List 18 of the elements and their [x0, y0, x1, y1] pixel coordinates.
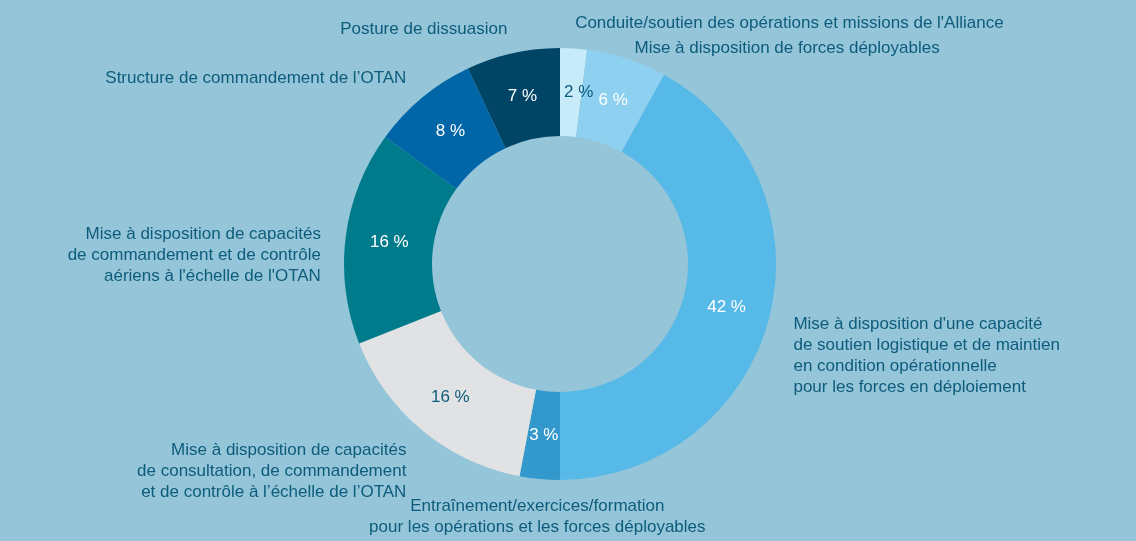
data-label: 7 % — [507, 86, 538, 106]
donut-slice — [344, 137, 457, 344]
slice-label: Mise à disposition d'une capacité de soutien logistique et de maintien en condition opérationnelle pour les forces en déploiement — [793, 313, 1060, 396]
data-label: 2 % — [564, 82, 594, 102]
donut-slice — [519, 389, 560, 480]
donut-slice — [468, 48, 560, 149]
data-label: 8 % — [435, 121, 466, 141]
data-label: 42 % — [707, 296, 746, 316]
data-label: 16 % — [430, 386, 470, 406]
slice-label: Conduite/soutien des opérations et missions de l'Alliance — [575, 13, 1004, 33]
slice-label: Mise à disposition de forces déployables — [634, 38, 940, 58]
slice-label: Mise à disposition de capacités de commandement et de contrôle aériens à l'échelle de l'OTAN — [67, 223, 321, 285]
data-label: 3 % — [529, 425, 559, 445]
slice-label: Structure de commandement de l’OTAN — [105, 68, 407, 88]
data-label: 16 % — [369, 232, 409, 252]
slice-label: Posture de dissuasion — [340, 18, 508, 38]
data-label: 6 % — [598, 90, 628, 110]
donut-slice — [560, 74, 776, 480]
